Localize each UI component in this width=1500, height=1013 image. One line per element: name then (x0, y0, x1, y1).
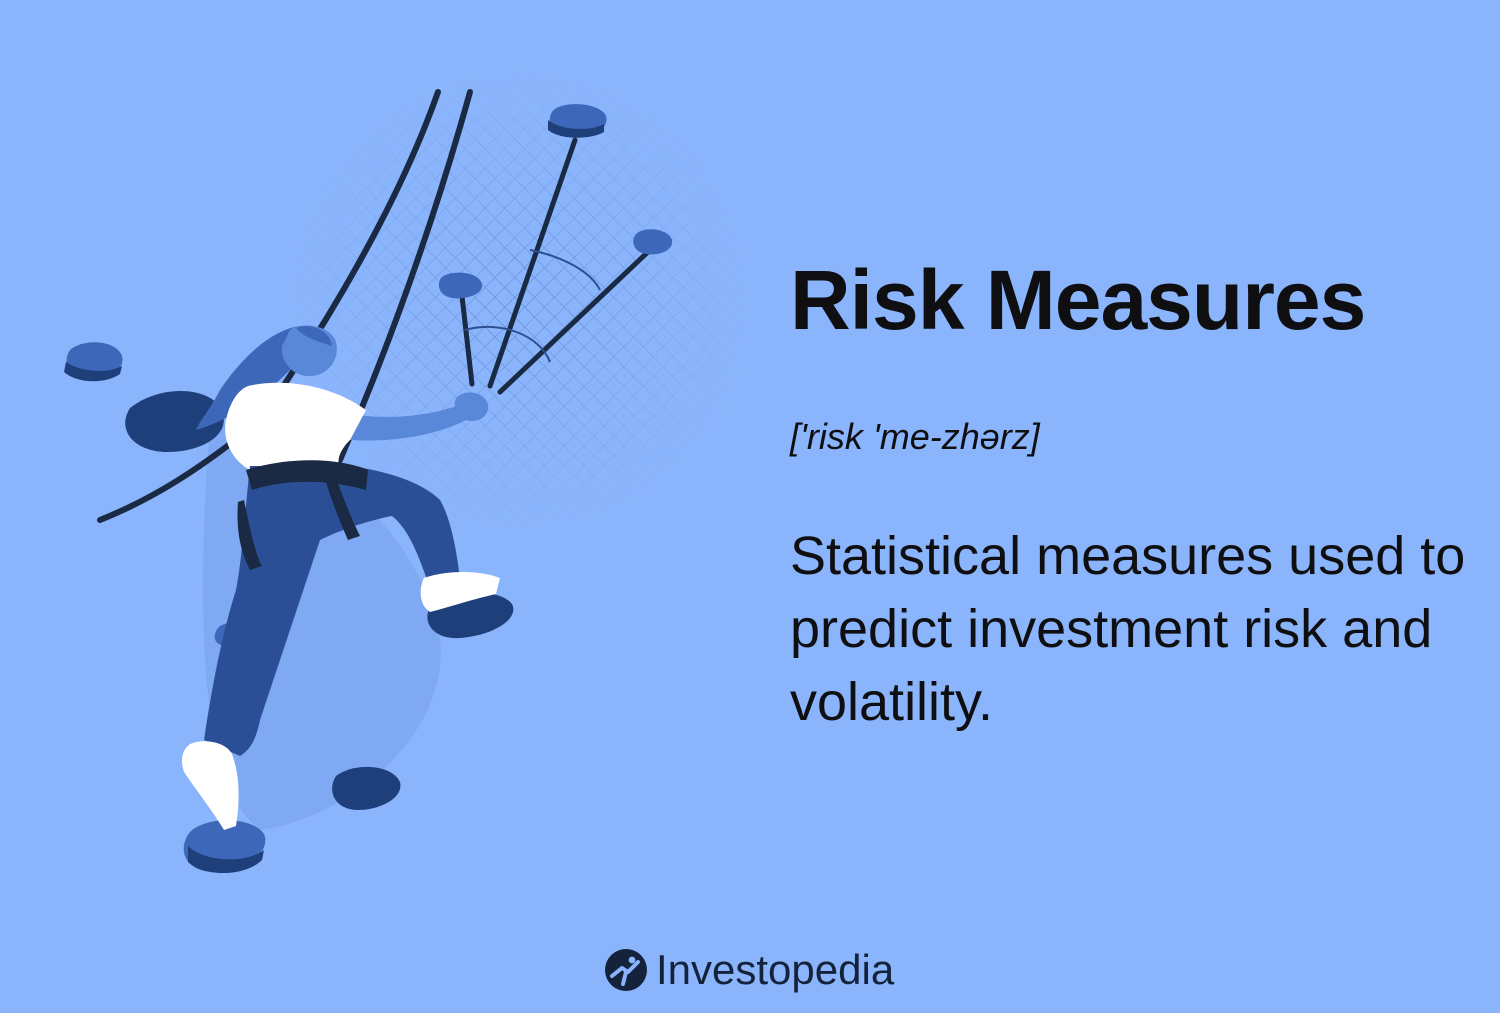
pronunciation: ['risk 'me-zhərz] (790, 416, 1040, 457)
arc-marks (464, 249, 601, 363)
climber-figure (182, 325, 500, 830)
brand-name: Investopedia (656, 946, 895, 993)
brand-logo: Investopedia (604, 944, 894, 996)
definition-text: Statistical measures used to predict inv… (790, 526, 1466, 732)
page-title: Risk Measures (790, 253, 1366, 347)
quickdraws (459, 137, 653, 395)
rock-climber-illustration (64, 70, 760, 874)
investopedia-logo-icon (605, 949, 647, 991)
